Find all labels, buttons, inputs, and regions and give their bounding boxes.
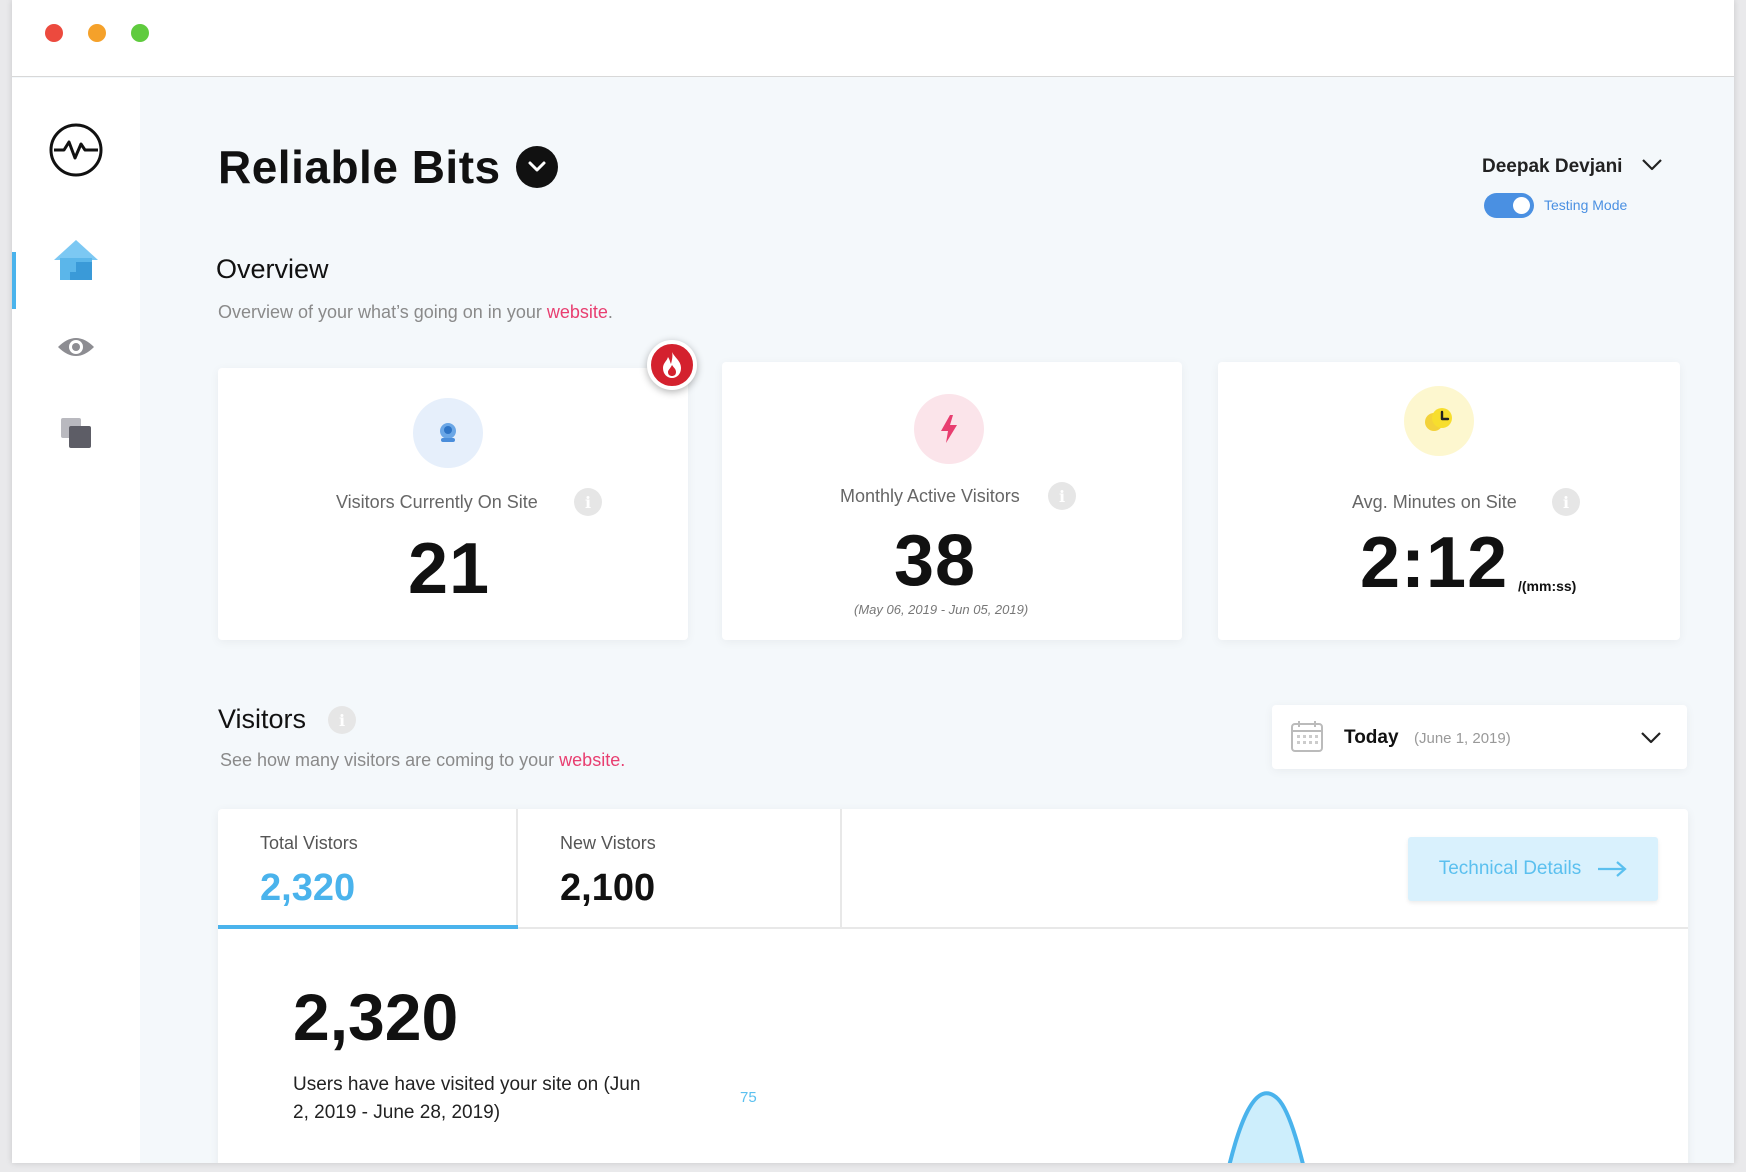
tab-value: 2,100 <box>560 867 656 909</box>
visitors-chart <box>1227 1091 1305 1163</box>
info-icon[interactable]: i <box>328 706 356 734</box>
overview-subtitle-end: . <box>607 302 613 322</box>
stat-date-range: (May 06, 2019 - Jun 05, 2019) <box>854 602 1029 617</box>
total-visitors-value: 2,320 <box>293 980 459 1054</box>
technical-details-label: Technical Details <box>1438 858 1582 879</box>
stat-value: 2:12 <box>1360 523 1509 603</box>
date-select-label: Today <box>1344 727 1399 748</box>
stat-card-monthly-visitors: Monthly Active Visitors i 38 (May 06, 20… <box>722 362 1182 640</box>
app-window: Reliable Bits Deepak Devjani Testing Mod… <box>12 0 1734 1163</box>
app-logo[interactable] <box>12 120 140 180</box>
visitors-subtitle: See how many visitors are coming to your… <box>220 750 625 771</box>
layers-icon <box>61 418 91 448</box>
stat-label: Avg. Minutes on Site <box>1352 492 1517 512</box>
user-name[interactable]: Deepak Devjani <box>1482 156 1623 177</box>
sidebar-item-views[interactable] <box>12 322 140 372</box>
stat-card-avg-minutes: Avg. Minutes on Site i 2:12 /(mm:ss) <box>1218 362 1680 640</box>
stat-label: Monthly Active Visitors <box>840 486 1020 506</box>
overview-title: Overview <box>216 254 329 284</box>
user-icon <box>413 398 483 468</box>
title-bar <box>12 0 1734 77</box>
overview-website-link[interactable]: website <box>546 302 608 322</box>
info-icon[interactable]: i <box>574 488 602 516</box>
calendar-icon <box>1291 721 1323 752</box>
date-range-select[interactable]: Today (June 1, 2019) <box>1272 705 1687 769</box>
tab-new-visitors[interactable]: New Vistors 2,100 <box>518 809 842 927</box>
tab-label: Total Vistors <box>260 833 358 853</box>
page-title: Reliable Bits <box>218 141 501 193</box>
overview-subtitle: Overview of your what’s going on in your… <box>218 302 613 323</box>
main-content: Reliable Bits Deepak Devjani Testing Mod… <box>140 78 1734 1163</box>
visitors-website-link[interactable]: website. <box>559 750 626 770</box>
tab-label: New Vistors <box>560 833 656 853</box>
visitors-title: Visitors <box>218 704 307 734</box>
chevron-down-icon <box>1642 159 1662 171</box>
clock-icon <box>1404 386 1474 456</box>
stat-value: 38 <box>894 521 977 601</box>
stat-unit: /(mm:ss) <box>1518 578 1577 594</box>
stat-card-current-visitors: Visitors Currently On Site i 21 <box>218 368 688 640</box>
arrow-right-icon <box>1598 861 1627 877</box>
visitors-panel: Total Vistors 2,320 New Vistors 2,100 Te… <box>218 809 1688 1163</box>
info-icon[interactable]: i <box>1048 482 1076 510</box>
chevron-down-icon <box>1641 732 1661 744</box>
visitors-description: Users have have visited your site on (Ju… <box>293 1074 641 1123</box>
sidebar-item-home[interactable] <box>12 230 140 290</box>
pulse-logo-icon <box>49 123 103 177</box>
tabs-divider <box>218 927 1688 929</box>
tab-total-visitors[interactable]: Total Vistors 2,320 <box>218 809 518 927</box>
chart-area <box>1227 1091 1305 1163</box>
sidebar <box>12 78 140 1163</box>
visitors-subtitle-text: See how many visitors are coming to your <box>220 750 555 770</box>
fire-icon <box>647 340 697 390</box>
stat-value: 21 <box>408 529 491 609</box>
sidebar-active-indicator <box>12 252 16 309</box>
chart-y-tick: 75 <box>740 1089 757 1106</box>
date-select-detail: (June 1, 2019) <box>1414 730 1511 747</box>
info-icon[interactable]: i <box>1552 488 1580 516</box>
close-window-button[interactable] <box>45 24 63 42</box>
overview-subtitle-text: Overview of your what’s going on in your <box>218 302 542 322</box>
tab-value: 2,320 <box>260 867 356 909</box>
bolt-icon <box>914 394 984 464</box>
technical-details-button[interactable]: Technical Details <box>1408 837 1658 901</box>
chevron-down-icon <box>528 161 546 172</box>
testing-mode-label: Testing Mode <box>1544 197 1628 213</box>
maximize-window-button[interactable] <box>131 24 149 42</box>
stat-label: Visitors Currently On Site <box>336 492 538 512</box>
minimize-window-button[interactable] <box>88 24 106 42</box>
home-icon <box>54 240 98 280</box>
user-menu-button[interactable] <box>1641 156 1663 177</box>
eye-icon <box>58 338 94 356</box>
testing-mode-toggle[interactable] <box>1484 193 1534 218</box>
sidebar-item-pages[interactable] <box>12 408 140 458</box>
brand-dropdown-button[interactable] <box>516 146 558 188</box>
active-tab-indicator <box>218 925 518 929</box>
